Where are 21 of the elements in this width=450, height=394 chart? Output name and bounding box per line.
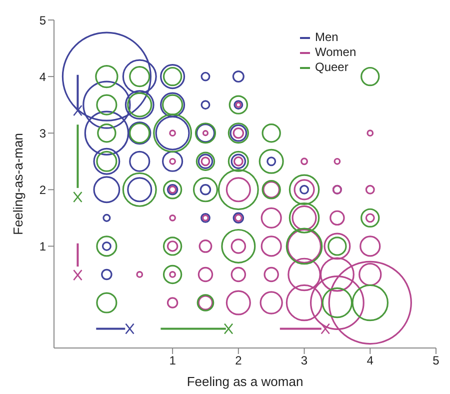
- y-tick-label: 1: [39, 239, 46, 254]
- y-tick-label: 5: [39, 13, 46, 28]
- y-tick-label: 2: [39, 182, 46, 197]
- point: [320, 323, 330, 334]
- point: [73, 104, 82, 116]
- x-tick-label: 5: [432, 354, 440, 368]
- legend-label: Queer: [315, 60, 348, 75]
- x-tick-label: 4: [366, 354, 374, 368]
- y-tick-label: 4: [39, 70, 46, 84]
- legend-label: Men: [315, 30, 338, 45]
- x-tick-label: 2: [235, 354, 242, 368]
- x-axis-title: Feeling as a woman: [186, 374, 304, 389]
- point: [125, 323, 134, 334]
- legend-label: Women: [315, 45, 356, 60]
- point: [73, 269, 82, 281]
- point: [73, 191, 82, 203]
- x-tick-label: 3: [300, 354, 308, 368]
- point: [224, 323, 234, 334]
- y-axis-title: Feeling-as-a-man: [10, 133, 26, 235]
- y-tick-label: 3: [39, 126, 46, 140]
- x-tick-label: 1: [169, 354, 176, 368]
